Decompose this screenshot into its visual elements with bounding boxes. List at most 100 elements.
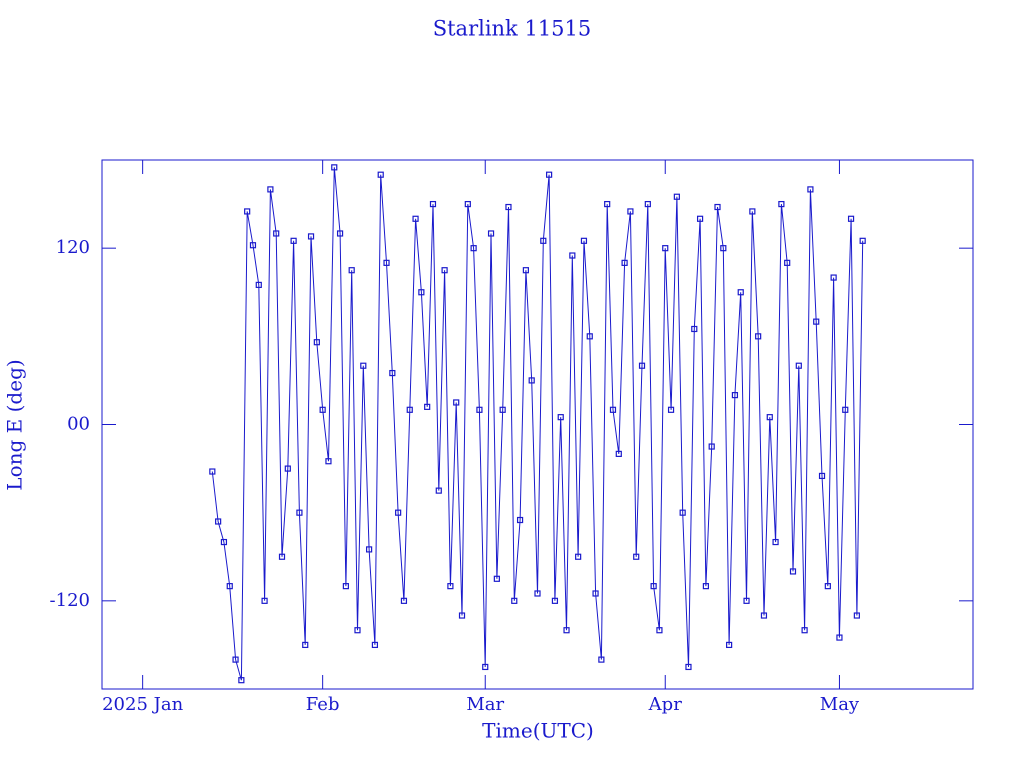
point-marker bbox=[325, 458, 332, 465]
point-marker bbox=[453, 399, 460, 406]
point-marker bbox=[534, 590, 541, 597]
point-marker bbox=[424, 403, 431, 410]
point-marker bbox=[493, 575, 500, 582]
y-axis-label: Long E (deg) bbox=[3, 359, 27, 490]
point-marker bbox=[342, 583, 349, 590]
point-marker bbox=[755, 333, 762, 340]
point-marker bbox=[435, 487, 442, 494]
point-marker bbox=[244, 208, 251, 215]
plot-area bbox=[209, 164, 866, 684]
chart-title: Starlink 11515 bbox=[433, 17, 592, 41]
point-marker bbox=[720, 245, 727, 252]
point-marker bbox=[853, 612, 860, 619]
point-marker bbox=[778, 200, 785, 208]
point-marker bbox=[511, 597, 518, 604]
point-marker bbox=[470, 245, 477, 252]
point-marker bbox=[847, 215, 855, 222]
point-marker bbox=[482, 663, 489, 671]
point-marker bbox=[633, 553, 640, 560]
point-marker bbox=[859, 237, 866, 244]
point-marker bbox=[546, 171, 553, 178]
point-marker bbox=[348, 267, 355, 274]
point-marker bbox=[743, 597, 750, 604]
point-marker bbox=[563, 627, 570, 634]
point-marker bbox=[557, 414, 564, 421]
y-tick-label: 00 bbox=[67, 414, 90, 435]
point-marker bbox=[807, 186, 814, 193]
point-marker bbox=[395, 509, 402, 516]
point-marker bbox=[824, 583, 831, 590]
point-marker bbox=[702, 583, 709, 590]
point-marker bbox=[685, 663, 692, 671]
point-marker bbox=[476, 406, 483, 413]
point-marker bbox=[696, 215, 704, 222]
point-marker bbox=[215, 518, 222, 525]
point-marker bbox=[691, 325, 698, 333]
point-marker bbox=[795, 362, 802, 369]
point-marker bbox=[255, 281, 262, 289]
point-marker bbox=[586, 333, 593, 340]
point-marker bbox=[836, 634, 843, 641]
point-marker bbox=[644, 200, 651, 208]
x-tick-label: 2025 Jan bbox=[102, 694, 183, 715]
point-marker bbox=[307, 233, 315, 240]
point-marker bbox=[662, 245, 669, 252]
point-marker bbox=[609, 406, 617, 413]
point-marker bbox=[813, 318, 820, 325]
point-marker bbox=[516, 516, 524, 524]
point-marker bbox=[284, 465, 291, 472]
point-marker bbox=[267, 186, 274, 193]
point-marker bbox=[737, 289, 744, 296]
point-marker bbox=[354, 627, 361, 634]
plot-frame bbox=[101, 159, 974, 690]
x-tick-label: Mar bbox=[466, 694, 504, 715]
point-marker bbox=[830, 274, 837, 281]
point-marker bbox=[801, 627, 808, 634]
point-marker bbox=[400, 597, 408, 604]
series-line bbox=[211, 167, 864, 681]
point-marker bbox=[604, 200, 611, 208]
x-axis-label: Time(UTC) bbox=[482, 719, 594, 743]
point-marker bbox=[412, 215, 419, 222]
x-tick-label: Apr bbox=[648, 694, 683, 715]
point-marker bbox=[789, 568, 797, 575]
point-marker bbox=[487, 230, 495, 237]
point-marker bbox=[656, 627, 663, 634]
point-marker bbox=[209, 468, 216, 475]
point-marker bbox=[447, 583, 454, 590]
point-marker bbox=[406, 406, 413, 413]
point-marker bbox=[273, 230, 280, 237]
point-marker bbox=[505, 203, 512, 211]
point-marker bbox=[818, 472, 826, 480]
point-marker bbox=[679, 509, 686, 516]
point-marker bbox=[784, 259, 791, 266]
point-marker bbox=[615, 450, 622, 457]
point-marker bbox=[540, 237, 547, 244]
point-marker bbox=[464, 200, 471, 208]
point-marker bbox=[627, 208, 634, 215]
point-marker bbox=[714, 203, 721, 211]
point-marker bbox=[842, 406, 849, 413]
point-marker bbox=[383, 259, 390, 266]
point-marker bbox=[667, 406, 675, 413]
point-marker bbox=[458, 612, 466, 619]
point-marker bbox=[772, 538, 779, 546]
point-marker bbox=[366, 546, 373, 553]
point-marker bbox=[441, 267, 448, 274]
point-marker bbox=[575, 553, 582, 560]
point-marker bbox=[278, 553, 286, 560]
point-marker bbox=[313, 339, 320, 346]
point-marker bbox=[749, 208, 756, 215]
point-marker bbox=[360, 362, 367, 369]
point-marker bbox=[331, 164, 338, 171]
point-marker bbox=[226, 583, 233, 590]
point-marker bbox=[569, 252, 576, 259]
point-marker bbox=[220, 538, 228, 546]
point-marker bbox=[551, 597, 559, 604]
y-tick-label: 120 bbox=[56, 237, 90, 258]
point-marker bbox=[708, 443, 715, 450]
point-marker bbox=[580, 237, 588, 244]
point-marker bbox=[261, 597, 268, 604]
point-marker bbox=[232, 656, 239, 663]
point-marker bbox=[302, 641, 309, 649]
